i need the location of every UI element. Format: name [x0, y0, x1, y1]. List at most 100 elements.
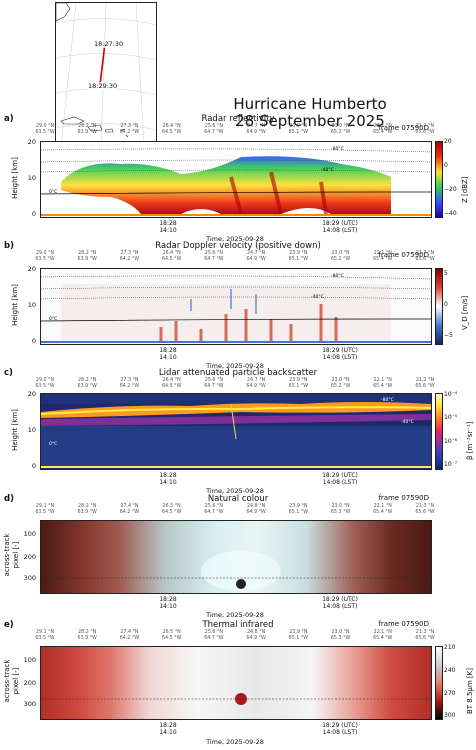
panel-d-frame: frame 07590D	[378, 494, 429, 502]
panel-d-ylabel-2: pixel [-]	[12, 541, 20, 569]
natural-colour-image	[41, 551, 431, 591]
panelimg0-coord-7: 23.0 °N 65.3 °W	[330, 504, 351, 515]
panel-e-coords: 29.1 °N 63.5 °W 28.2 °N 63.9 °W 27.4 °N 64.2 …	[35, 630, 434, 648]
panel-c-ctick-0: 10⁻⁴	[444, 391, 458, 398]
panel-c-iso-40: -40°C	[401, 420, 414, 425]
panel-e-colorbar	[435, 646, 443, 720]
panel-c-ctick-1: 10⁻⁵	[444, 414, 458, 421]
panelimg1-coord-3: 26.5 °N 64.5 °W	[161, 630, 182, 641]
panel-b-ytick-10: 10	[27, 301, 36, 309]
panel-d-coords: 29.1 °N 63.5 °W 28.2 °N 63.9 °W 27.4 °N 64.2 …	[35, 504, 434, 522]
panel-e-xcap: Time, 2025-09-28	[206, 738, 264, 746]
panel-a-ylabel: Height [km]	[11, 157, 19, 199]
panel0-coord-3: 26.4 °N 64.5 °W	[161, 124, 182, 135]
panel-b-ylabel: Height [km]	[11, 284, 19, 326]
panel1-coord-8: 22.1 °N 65.4 °W	[373, 251, 393, 262]
panelimg1-coord-1: 28.2 °N 63.9 °W	[77, 630, 97, 641]
panelimg1-coord-9: 21.3 °N 65.6 °W	[415, 630, 435, 641]
panel-c-ytick-20: 20	[27, 390, 36, 398]
panel-a-ytick-10: 10	[27, 174, 36, 182]
figure-subtitle: 28 September 2025	[235, 112, 385, 130]
panel-c-plot: -80°C -40°C 0°C	[40, 393, 432, 470]
panel-e-time-1: 18:28 14:10	[159, 722, 177, 736]
panel0-coord-7: 23.0 °N 65.2 °W	[330, 124, 351, 135]
panel-a-iso-80: -80°C	[331, 147, 344, 152]
panel-b-frame: frame 07590D	[378, 251, 429, 259]
panel0-coord-1: 28.2 °N 63.9 °W	[77, 124, 97, 135]
panelimg1-coord-7: 23.0 °N 65.3 °W	[330, 630, 351, 641]
panel-c-iso-80: -80°C	[381, 398, 394, 403]
panel-b-iso-80: -80°C	[331, 274, 344, 279]
map-label-end: 18:29:30	[88, 82, 118, 90]
panel-b-cbar-label: V_D [m/s]	[461, 295, 469, 330]
panel-a-xcap: Time, 2025-09-28	[206, 235, 264, 243]
panel0-coord-2: 27.3 °N 64.2 °W	[119, 124, 140, 135]
panelimg0-coord-4: 25.6 °N 64.7 °W	[204, 504, 224, 515]
panel2-coord-4: 25.6 °N 64.7 °W	[204, 378, 224, 389]
panelimg0-coord-1: 28.2 °N 63.9 °W	[77, 504, 97, 515]
panel-b-xcap: Time, 2025-09-28	[206, 362, 264, 370]
panel-d-ylabel-1: across-track	[3, 533, 11, 577]
panel-e-cbar-label: BT 8.5μm [K]	[466, 668, 474, 714]
panel-b-coords: 29.0 °N 63.5 °W 28.2 °N 63.9 °W 27.3 °N 64.2 …	[35, 251, 434, 269]
panel0-coord-9: 21.2 °N 65.6 °W	[415, 124, 435, 135]
panelimg1-coord-8: 22.1 °N 65.4 °W	[373, 630, 393, 641]
panel-e-ctick-2: 270	[444, 690, 456, 697]
panel1-coord-5: 24.7 °N 64.9 °W	[246, 251, 266, 262]
panel-c-ctick-2: 10⁻⁶	[444, 438, 458, 445]
panel0-coord-8: 22.1 °N 65.4 °W	[373, 124, 393, 135]
panelimg1-coord-5: 24.8 °N 64.9 °W	[246, 630, 266, 641]
panel1-coord-9: 21.2 °N 65.6 °W	[415, 251, 435, 262]
thermal-infrared-image	[41, 693, 431, 705]
panel-b-ctick-1: 0	[444, 301, 448, 308]
panel-c-xcap: Time, 2025-09-28	[206, 487, 264, 495]
panel-c-ylabel: Height [km]	[11, 409, 19, 451]
panel-e-ytick-200: 200	[23, 679, 36, 687]
panel-c-title: Lidar attenuated particle backscatter	[158, 368, 318, 378]
panel0-coord-0: 29.0 °N 63.5 °W	[35, 124, 55, 135]
panel-a-ctick-3: −40	[444, 210, 457, 217]
panel2-coord-5: 24.7 °N 64.9 °W	[246, 378, 266, 389]
panel-b-time-1: 18:28 14:10	[159, 347, 177, 361]
panel-d-time-2: 18:29 (UTC) 14:08 (LST)	[322, 596, 358, 610]
lidar-backscatter-image	[41, 394, 431, 468]
panel2-coord-2: 27.3 °N 64.2 °W	[119, 378, 140, 389]
panelimg0-coord-0: 29.1 °N 63.5 °W	[35, 504, 55, 515]
panel1-coord-2: 27.3 °N 64.2 °W	[119, 251, 140, 262]
panel-a-colorbar	[435, 141, 443, 218]
panel-b-letter: b)	[4, 241, 14, 251]
panel-e-letter: e)	[4, 620, 14, 630]
panel1-coord-4: 25.6 °N 64.7 °W	[204, 251, 224, 262]
panel-a-cbar-label: Z [dBZ]	[461, 176, 469, 203]
panel-c-coords: 29.0 °N 63.5 °W 28.2 °N 63.9 °W 27.3 °N 64.2 …	[35, 378, 434, 396]
panel-b-ytick-0: 0	[31, 337, 36, 345]
panel-b-plot: -80°C -40°C 0°C	[40, 268, 432, 345]
panelimg0-coord-6: 23.9 °N 65.1 °W	[288, 504, 308, 515]
panel1-coord-6: 23.9 °N 65.1 °W	[288, 251, 308, 262]
panel-b-ctick-2: −5	[444, 332, 453, 339]
panelimg1-coord-4: 25.6 °N 64.7 °W	[204, 630, 224, 641]
panel-d-letter: d)	[4, 494, 14, 504]
panel-e-ytick-300: 300	[23, 700, 36, 708]
panel0-coord-6: 23.9 °N 65.1 °W	[288, 124, 308, 135]
panel-d-xcap: Time, 2025-09-28	[206, 611, 264, 619]
panel-c-ctick-3: 10⁻⁷	[444, 461, 458, 468]
panel2-coord-0: 29.0 °N 63.5 °W	[35, 378, 55, 389]
panel-d-ytick-200: 200	[23, 553, 36, 561]
panel-c-ytick-10: 10	[27, 426, 36, 434]
panel-b-iso-0: 0°C	[49, 317, 58, 322]
panelimg0-coord-9: 21.3 °N 65.6 °W	[415, 504, 435, 515]
panel-a-frame: frame 07590D	[378, 124, 429, 132]
panel-d-plot	[40, 520, 432, 594]
panel-e-ytick-100: 100	[23, 656, 36, 664]
panel-c-letter: c)	[4, 368, 13, 378]
panel-e-time-2: 18:29 (UTC) 14:08 (LST)	[322, 722, 358, 736]
panel-d-time-1: 18:28 14:10	[159, 596, 177, 610]
panel-b-time-2: 18:29 (UTC) 14:08 (LST)	[322, 347, 358, 361]
panel-a-ctick-2: −20	[444, 186, 457, 193]
panel-b-ytick-20: 20	[27, 265, 36, 273]
panel2-coord-3: 26.4 °N 64.5 °W	[161, 378, 182, 389]
panel-a-iso-40: -40°C	[321, 168, 334, 173]
panel-b-iso-40: -40°C	[311, 295, 324, 300]
